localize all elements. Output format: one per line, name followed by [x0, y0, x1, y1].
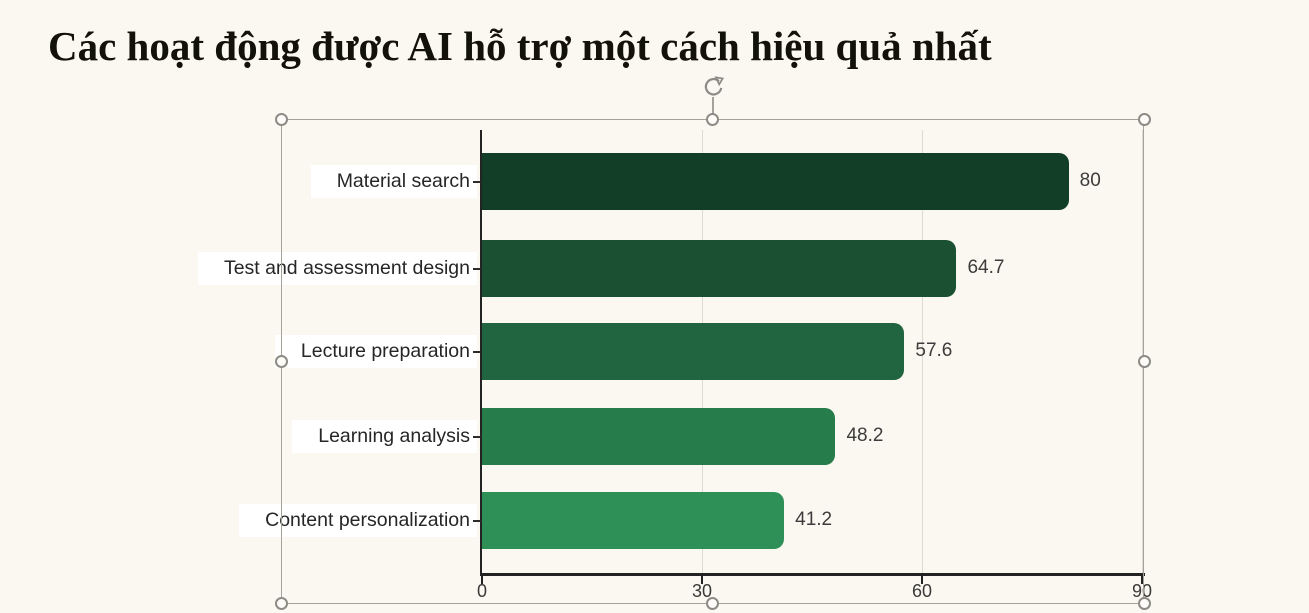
category-axis-tick — [473, 435, 481, 438]
chart-bar[interactable] — [482, 240, 957, 297]
value-label: 41.2 — [795, 508, 833, 530]
category-axis-tick — [473, 180, 481, 183]
y-axis-line — [480, 130, 482, 576]
selection-handle-bottom-middle[interactable] — [706, 597, 719, 610]
x-tick-label: 60 — [911, 581, 933, 601]
x-axis-tick — [701, 576, 703, 584]
value-label: 48.2 — [846, 424, 884, 446]
value-label: 64.7 — [967, 256, 1005, 278]
x-tick-label: 0 — [476, 581, 487, 601]
x-axis-tick — [921, 576, 923, 584]
category-label: Lecture preparation — [274, 335, 477, 368]
chart-bar[interactable] — [482, 408, 836, 465]
rotate-handle-connector — [712, 97, 714, 114]
category-label: Content personalization — [239, 504, 477, 537]
page-title[interactable]: Các hoạt động được AI hỗ trợ một cách hi… — [48, 23, 992, 69]
rotate-handle-icon[interactable] — [701, 75, 726, 100]
category-axis-tick — [473, 267, 481, 270]
selection-handle-bottom-right[interactable] — [1137, 597, 1151, 610]
gridline — [922, 130, 923, 574]
value-label: 57.6 — [915, 339, 953, 361]
x-tick-label: 90 — [1131, 581, 1153, 601]
category-axis-tick — [473, 519, 481, 522]
selection-handle-middle-left[interactable] — [274, 355, 288, 368]
category-label: Learning analysis — [292, 420, 477, 453]
chart-bar[interactable] — [482, 323, 905, 380]
category-axis-tick — [473, 350, 481, 353]
x-axis-line — [480, 573, 1145, 576]
chart-bar[interactable] — [482, 492, 785, 549]
selection-handle-top-middle[interactable] — [706, 112, 719, 126]
gridline — [1142, 130, 1143, 574]
category-label: Material search — [310, 165, 477, 198]
category-label: Test and assessment design — [197, 252, 477, 285]
x-axis-tick — [1141, 576, 1143, 584]
value-label: 80 — [1079, 169, 1101, 191]
chart-bar[interactable] — [482, 153, 1069, 210]
selection-handle-middle-right[interactable] — [1137, 355, 1151, 368]
selection-handle-bottom-left[interactable] — [274, 597, 288, 610]
selection-handle-top-right[interactable] — [1137, 112, 1151, 126]
x-axis-tick — [481, 576, 483, 584]
x-tick-label: 30 — [691, 581, 713, 601]
selection-handle-top-left[interactable] — [274, 112, 288, 126]
